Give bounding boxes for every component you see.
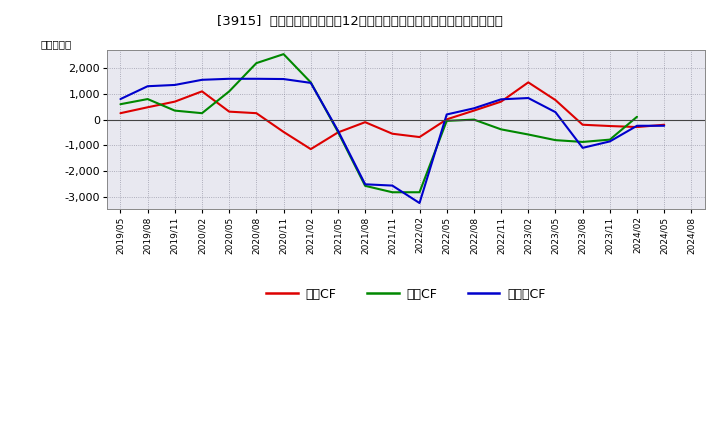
フリーCF [415, 200, 424, 205]
営業CF [388, 131, 397, 136]
営業CF [660, 122, 669, 127]
Line: フリーCF: フリーCF [120, 79, 665, 203]
フリーCF [279, 77, 288, 82]
投資CF [333, 129, 342, 135]
営業CF [171, 99, 179, 104]
営業CF [198, 89, 207, 94]
投資CF [578, 139, 587, 145]
フリーCF [333, 128, 342, 133]
投資CF [116, 102, 125, 107]
営業CF [415, 134, 424, 139]
投資CF [633, 114, 642, 119]
Line: 営業CF: 営業CF [120, 82, 665, 149]
投資CF [307, 80, 315, 85]
フリーCF [388, 183, 397, 188]
営業CF [225, 109, 233, 114]
フリーCF [524, 95, 533, 101]
Line: 投資CF: 投資CF [120, 54, 637, 192]
フリーCF [660, 123, 669, 128]
Legend: 営業CF, 投資CF, フリーCF: 営業CF, 投資CF, フリーCF [261, 282, 550, 305]
Y-axis label: （百万円）: （百万円） [40, 39, 71, 49]
投資CF [388, 190, 397, 195]
投資CF [469, 117, 478, 122]
営業CF [606, 123, 614, 128]
営業CF [143, 105, 152, 110]
投資CF [252, 60, 261, 66]
フリーCF [116, 96, 125, 102]
フリーCF [225, 76, 233, 81]
フリーCF [633, 123, 642, 128]
営業CF [633, 125, 642, 130]
投資CF [442, 118, 451, 124]
フリーCF [307, 80, 315, 85]
フリーCF [198, 77, 207, 82]
フリーCF [469, 106, 478, 111]
営業CF [307, 147, 315, 152]
フリーCF [171, 82, 179, 88]
フリーCF [442, 112, 451, 117]
フリーCF [497, 97, 505, 102]
フリーCF [578, 145, 587, 150]
投資CF [279, 51, 288, 57]
投資CF [551, 137, 559, 143]
営業CF [252, 110, 261, 116]
営業CF [442, 117, 451, 122]
投資CF [361, 183, 369, 188]
フリーCF [252, 76, 261, 81]
投資CF [225, 89, 233, 94]
投資CF [415, 190, 424, 195]
フリーCF [606, 139, 614, 144]
投資CF [171, 108, 179, 113]
営業CF [497, 99, 505, 104]
営業CF [469, 108, 478, 113]
営業CF [524, 80, 533, 85]
投資CF [497, 127, 505, 132]
営業CF [578, 122, 587, 127]
投資CF [143, 96, 152, 102]
フリーCF [361, 182, 369, 187]
Text: [3915]  キャッシュフローの12か月移動合計の対前年同期増減額の推移: [3915] キャッシュフローの12か月移動合計の対前年同期増減額の推移 [217, 15, 503, 29]
投資CF [198, 110, 207, 116]
投資CF [606, 137, 614, 142]
営業CF [361, 120, 369, 125]
フリーCF [143, 84, 152, 89]
営業CF [116, 110, 125, 116]
営業CF [279, 129, 288, 135]
投資CF [524, 132, 533, 137]
営業CF [333, 130, 342, 135]
フリーCF [551, 110, 559, 115]
営業CF [551, 97, 559, 103]
